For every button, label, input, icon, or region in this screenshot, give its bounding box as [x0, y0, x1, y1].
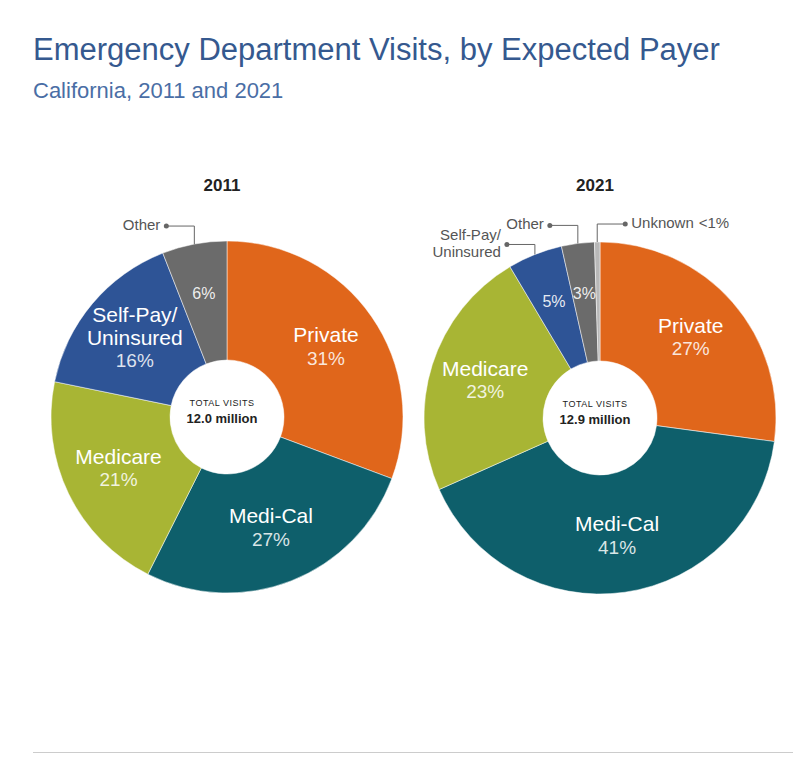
svg-text:Medicare21%: Medicare21%: [75, 445, 161, 490]
html-text:Emergency Department Visits, b: Emergency Department Visits, by Expected…: [33, 32, 720, 67]
html-text:12.0 million: 12.0 million: [186, 411, 258, 426]
svg-text:Other: Other: [506, 215, 544, 232]
html-text:California, 2011 and 2021: California, 2011 and 2021: [33, 78, 284, 103]
svg-text:Private31%: Private31%: [293, 323, 358, 368]
svg-text:Unknown<1%: Unknown<1%: [631, 214, 729, 231]
svg-text:3%: 3%: [573, 285, 596, 302]
svg-text:5%: 5%: [542, 293, 565, 310]
html-text:TOTAL VISITS: TOTAL VISITS: [189, 398, 255, 408]
svg-text:Medi-Cal41%: Medi-Cal41%: [575, 512, 659, 557]
html-text:2021: 2021: [576, 176, 614, 195]
svg-text:Other: Other: [123, 216, 161, 233]
html-text:TOTAL VISITS: TOTAL VISITS: [562, 399, 628, 409]
svg-text:Medi-Cal27%: Medi-Cal27%: [229, 504, 313, 549]
html-text:12.9 million: 12.9 million: [559, 412, 631, 427]
svg-text:Self-Pay/Uninsured16%: Self-Pay/Uninsured16%: [87, 303, 183, 371]
svg-text:Private27%: Private27%: [658, 314, 723, 359]
svg-text:Medicare23%: Medicare23%: [442, 357, 528, 402]
svg-text:Self-Pay/Uninsured: Self-Pay/Uninsured: [433, 226, 502, 260]
svg-text:6%: 6%: [192, 285, 215, 302]
html-text:2011: 2011: [203, 176, 241, 195]
